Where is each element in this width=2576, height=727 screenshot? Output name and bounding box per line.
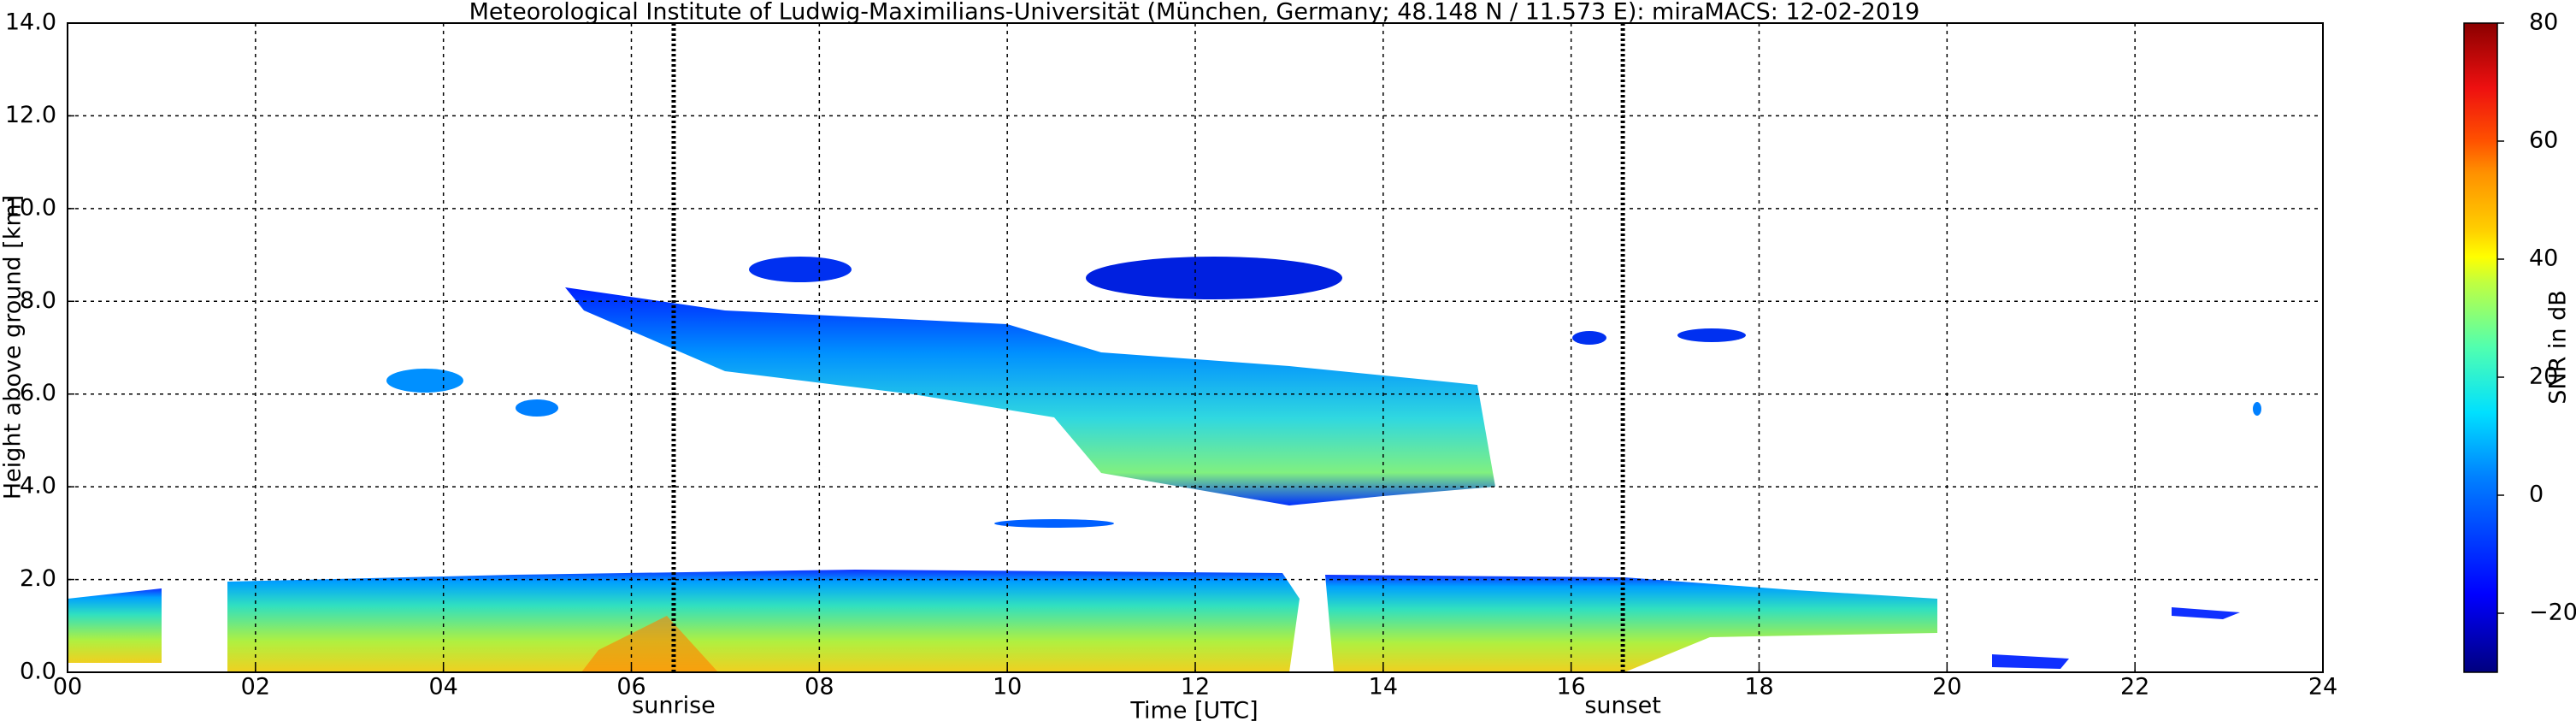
colorbar-tick-label: 0 [2529,482,2544,508]
y-tick-label: 14.0 [5,9,56,36]
colorbar-tick-label: 80 [2529,9,2558,36]
x-tick-label: 02 [241,674,270,700]
x-tick-label: 18 [1744,674,1773,700]
colorbar-tick-label: 40 [2529,245,2558,272]
x-tick-label: 22 [2120,674,2149,700]
y-tick-label: 4.0 [20,473,56,499]
x-tick-label: 14 [1369,674,1398,700]
y-tick-label: 10.0 [5,194,56,221]
y-tick-label: 2.0 [20,565,56,592]
x-tick-label: 10 [993,674,1022,700]
chart-title: Meteorological Institute of Ludwig-Maxim… [469,0,1920,26]
colorbar-tick-label: −20 [2529,600,2576,626]
x-axis-label: Time [UTC] [1129,698,1258,724]
x-tick-label: 20 [1932,674,1961,700]
x-tick-label: 12 [1181,674,1210,700]
x-tick-label: 24 [2308,674,2337,700]
y-tick-label: 8.0 [20,287,56,314]
y-axis-label: Height above ground [km] [0,195,27,499]
annotation-label: sunset [1584,693,1661,719]
colorbar-tick-label: 20 [2529,364,2558,390]
colorbar-tick-label: 60 [2529,127,2558,154]
y-tick-label: 0.0 [20,659,56,685]
x-tick-label: 08 [805,674,834,700]
x-tick-label: 04 [428,674,457,700]
x-tick-label: 16 [1556,674,1585,700]
colorbar-label: SNR in dB [2545,290,2572,405]
x-tick-label: 06 [616,674,645,700]
y-tick-label: 6.0 [20,380,56,406]
y-tick-label: 12.0 [5,102,56,128]
colorbar [2463,22,2498,673]
x-tick-label: 00 [53,674,82,700]
radar-echoes [68,257,2261,672]
annotation-label: sunrise [632,693,716,719]
